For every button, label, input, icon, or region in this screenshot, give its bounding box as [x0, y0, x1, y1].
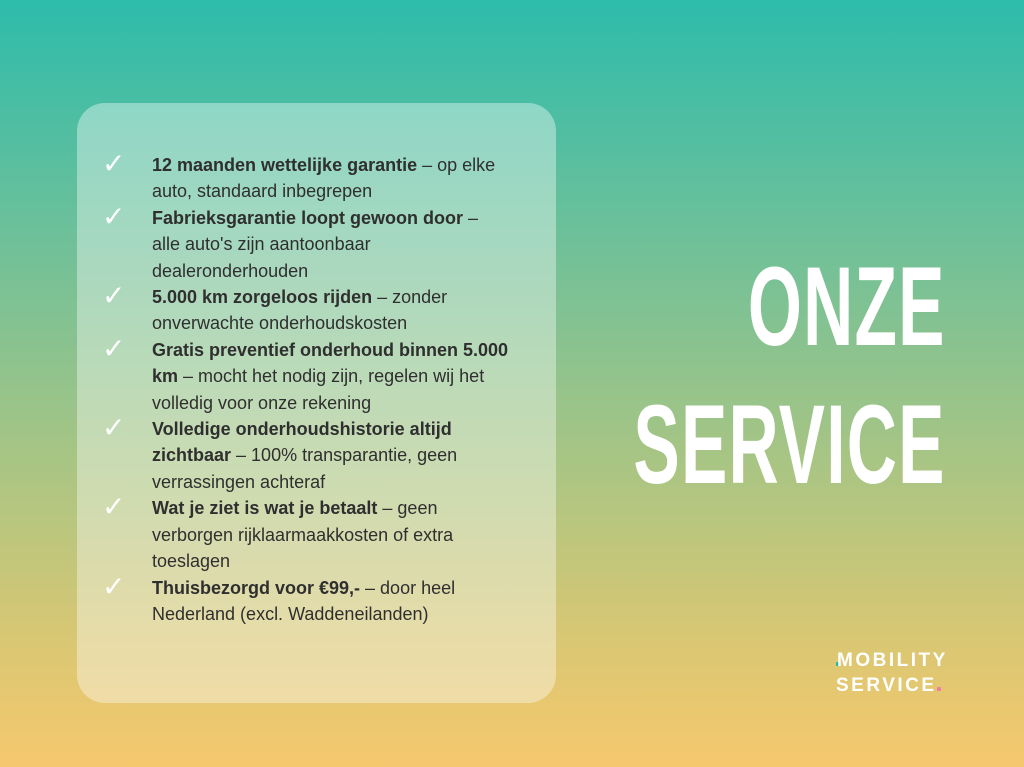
item-text: – geen verborgen rijklaarmaakkosten of e… — [152, 498, 454, 572]
item-bold: Fabrieksgarantie loopt gewoon door — [152, 207, 464, 228]
logo-line-1: MOBILITY — [837, 650, 948, 671]
mobility-service-logo: MOBILITY SERVICE — [836, 648, 948, 698]
check-icon: ✓ — [102, 200, 126, 232]
list-item: ✓ 5.000 km zorgeloos rijden – zonder onve… — [100, 280, 510, 337]
logo-dot-teal — [836, 662, 840, 666]
item-bold: 5.000 km zorgeloos rijden — [152, 287, 373, 308]
list-item: ✓ Gratis preventief onderhoud binnen 5.00… — [100, 332, 510, 416]
list-item: ✓ 12 maanden wettelijke garantie – op elk… — [100, 148, 510, 205]
title-line-2: SERVICE — [633, 382, 946, 507]
check-icon: ✓ — [102, 491, 126, 523]
item-text: – door heel Nederland (excl. Waddeneilan… — [152, 577, 456, 624]
item-text: – mocht het nodig zijn, regelen wij het … — [152, 366, 485, 413]
item-bold: Wat je ziet is wat je betaalt — [152, 498, 378, 519]
list-item: ✓ Fabrieksgarantie loopt gewoon door – al… — [100, 200, 510, 284]
item-bold: Thuisbezorgd voor €99,- — [152, 577, 361, 598]
check-icon: ✓ — [102, 280, 126, 312]
check-icon: ✓ — [102, 570, 126, 602]
page-title: ONZE SERVICE — [634, 238, 946, 514]
list-item: ✓ Wat je ziet is wat je betaalt – geen ve… — [100, 491, 510, 574]
check-icon: ✓ — [102, 332, 126, 364]
item-text: – 100% transparantie, geen verrassingen … — [152, 445, 458, 492]
logo-line-2: SERVICE — [836, 675, 937, 696]
title-line-1: ONZE — [748, 244, 946, 369]
service-list: ✓ 12 maanden wettelijke garantie – op elk… — [100, 148, 510, 628]
check-icon: ✓ — [102, 148, 126, 179]
item-bold: Gratis preventief onderhoud binnen 5.000… — [152, 339, 509, 387]
services-card — [77, 103, 556, 703]
item-text: – alle auto's zijn aantoonbaar dealerond… — [152, 207, 479, 281]
list-item: ✓ Volledige onderhoudshistorie altijd zic… — [100, 412, 510, 495]
list-item: ✓ Thuisbezorgd voor €99,- – door heel Ned… — [100, 570, 510, 628]
check-icon: ✓ — [102, 412, 126, 444]
item-bold: 12 maanden wettelijke garantie — [152, 155, 418, 175]
logo-dot-pink — [936, 687, 941, 691]
item-text: – zonder onverwachte onderhoudskosten — [152, 287, 448, 334]
item-bold: Volledige onderhoudshistorie altijd zich… — [152, 419, 452, 466]
item-text: – op elke auto, standaard inbegrepen — [152, 155, 496, 202]
